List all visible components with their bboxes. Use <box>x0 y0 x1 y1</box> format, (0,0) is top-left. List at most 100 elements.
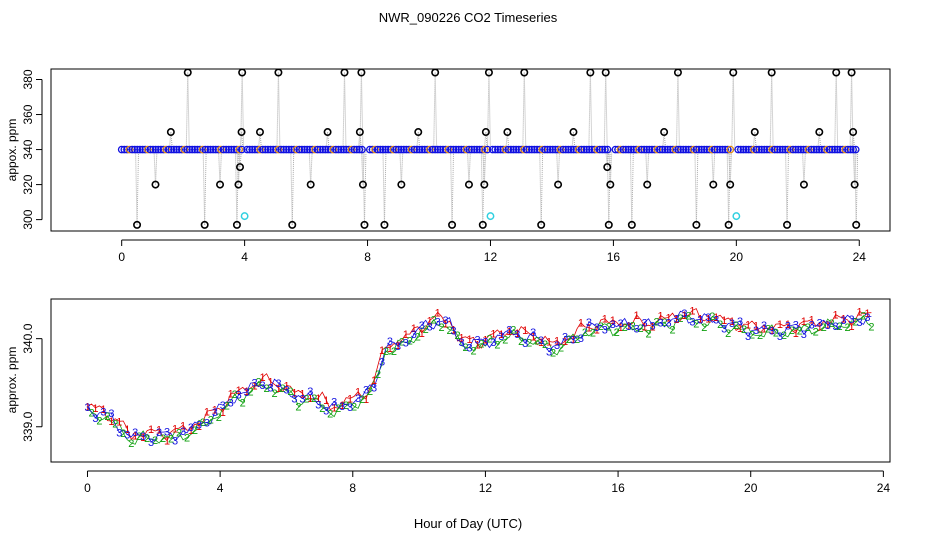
baseline-point <box>830 145 839 154</box>
series-1-marker: 1 <box>92 403 98 415</box>
series-2-marker: 2 <box>717 319 723 331</box>
series-2-marker: 2 <box>486 334 492 346</box>
baseline-point <box>499 145 507 154</box>
outlier-point <box>849 128 858 137</box>
baseline-point <box>522 145 531 154</box>
outlier-connector <box>589 72 593 150</box>
baseline-point <box>739 145 748 154</box>
baseline-point <box>812 145 821 154</box>
baseline-point <box>462 145 471 154</box>
series-3-marker: 3 <box>236 390 242 402</box>
series-3-marker: 3 <box>602 324 608 336</box>
baseline-point <box>449 145 458 154</box>
baseline-point <box>146 145 155 154</box>
series-1-marker: 1 <box>212 405 218 417</box>
series-3-marker: 3 <box>586 317 592 329</box>
top-x-tick-label: 0 <box>118 250 125 264</box>
baseline-point <box>494 145 502 154</box>
baseline-point <box>143 145 152 154</box>
baseline-point <box>180 145 189 154</box>
series-3-marker: 3 <box>753 325 759 337</box>
series-2-marker: 2 <box>112 419 118 431</box>
series-3-marker: 3 <box>761 320 767 332</box>
baseline-point <box>601 145 609 154</box>
baseline-point <box>324 145 332 154</box>
bottom-x-tick-label: 0 <box>84 481 91 495</box>
top-plot-frame <box>50 68 891 232</box>
series-3-marker: 3 <box>713 314 719 326</box>
outlier-connector <box>771 72 774 150</box>
series-1-marker: 1 <box>745 319 751 331</box>
baseline-point <box>198 145 207 154</box>
baseline-point <box>452 145 460 154</box>
top-y-tick-label: 340 <box>21 139 35 159</box>
series-3-marker: 3 <box>172 435 178 447</box>
series-1-marker: 1 <box>419 328 425 340</box>
series-2-marker: 2 <box>733 320 739 332</box>
series-2-marker: 2 <box>391 346 397 358</box>
series-2-marker: 2 <box>837 321 843 333</box>
series-1-marker: 1 <box>514 328 520 340</box>
series-1-marker: 1 <box>474 340 480 352</box>
baseline-point <box>501 145 510 154</box>
outlier-connector <box>695 149 699 225</box>
top-axes: 0 4 8 12 16 20 24 300 320 340 360 380 <box>21 69 866 264</box>
series-3-marker: 3 <box>482 337 488 349</box>
baseline-point <box>478 145 487 154</box>
series-3-marker: 3 <box>514 329 520 341</box>
series-3-marker: 3 <box>116 427 122 439</box>
series-2-marker: 2 <box>319 403 325 415</box>
baseline-point <box>232 145 241 154</box>
series-3-marker: 3 <box>785 320 791 332</box>
baseline-point <box>642 145 651 154</box>
outlier-point <box>216 180 225 189</box>
series-2-marker: 2 <box>630 320 636 332</box>
series-1-marker: 1 <box>665 313 671 325</box>
baseline-point <box>350 145 359 154</box>
baseline-point <box>695 145 703 154</box>
outlier-point <box>709 180 718 189</box>
series-2-marker: 2 <box>574 334 580 346</box>
baseline-point <box>470 145 479 154</box>
outlier-connector <box>360 72 364 150</box>
outlier-connector <box>434 72 438 150</box>
baseline-point <box>689 145 698 154</box>
baseline-point <box>514 145 523 154</box>
baseline-point <box>538 145 547 154</box>
series-3-marker: 3 <box>411 329 417 341</box>
baseline-point <box>373 145 382 154</box>
series-2-marker: 2 <box>606 322 612 334</box>
baseline-point <box>264 145 272 154</box>
top-y-tick-label: 320 <box>21 174 35 194</box>
series-2-marker: 2 <box>845 322 851 334</box>
baseline-point <box>436 145 445 154</box>
series-2-marker: 2 <box>510 325 516 337</box>
series-1-marker: 1 <box>260 372 266 384</box>
baseline-point <box>655 145 664 154</box>
baseline-point <box>159 145 168 154</box>
series-1-marker: 1 <box>538 337 544 349</box>
series-1-marker: 1 <box>610 315 616 327</box>
baseline-point <box>334 145 343 154</box>
outlier-connector <box>241 72 245 150</box>
baseline-point <box>637 145 646 154</box>
baseline-point <box>332 145 340 154</box>
baseline-point <box>488 145 497 154</box>
outlier-point <box>850 180 859 189</box>
series-1-marker: 1 <box>705 313 711 325</box>
series-1-marker: 1 <box>689 305 695 317</box>
series-2-marker: 2 <box>271 388 277 400</box>
series-2-marker: 2 <box>224 400 230 412</box>
baseline-point <box>211 145 220 154</box>
outlier-point <box>606 180 615 189</box>
series-1-marker: 1 <box>443 319 449 331</box>
series-3-marker: 3 <box>387 336 393 348</box>
baseline-point <box>726 145 735 154</box>
series-3-marker: 3 <box>825 320 831 332</box>
baseline-point <box>261 145 270 154</box>
bottom-y-tick-label: 340.0 <box>21 323 35 353</box>
baseline-point <box>783 145 792 154</box>
series-1-marker: 1 <box>546 337 552 349</box>
series-3-marker: 3 <box>801 329 807 341</box>
series-1-marker: 1 <box>84 402 90 414</box>
